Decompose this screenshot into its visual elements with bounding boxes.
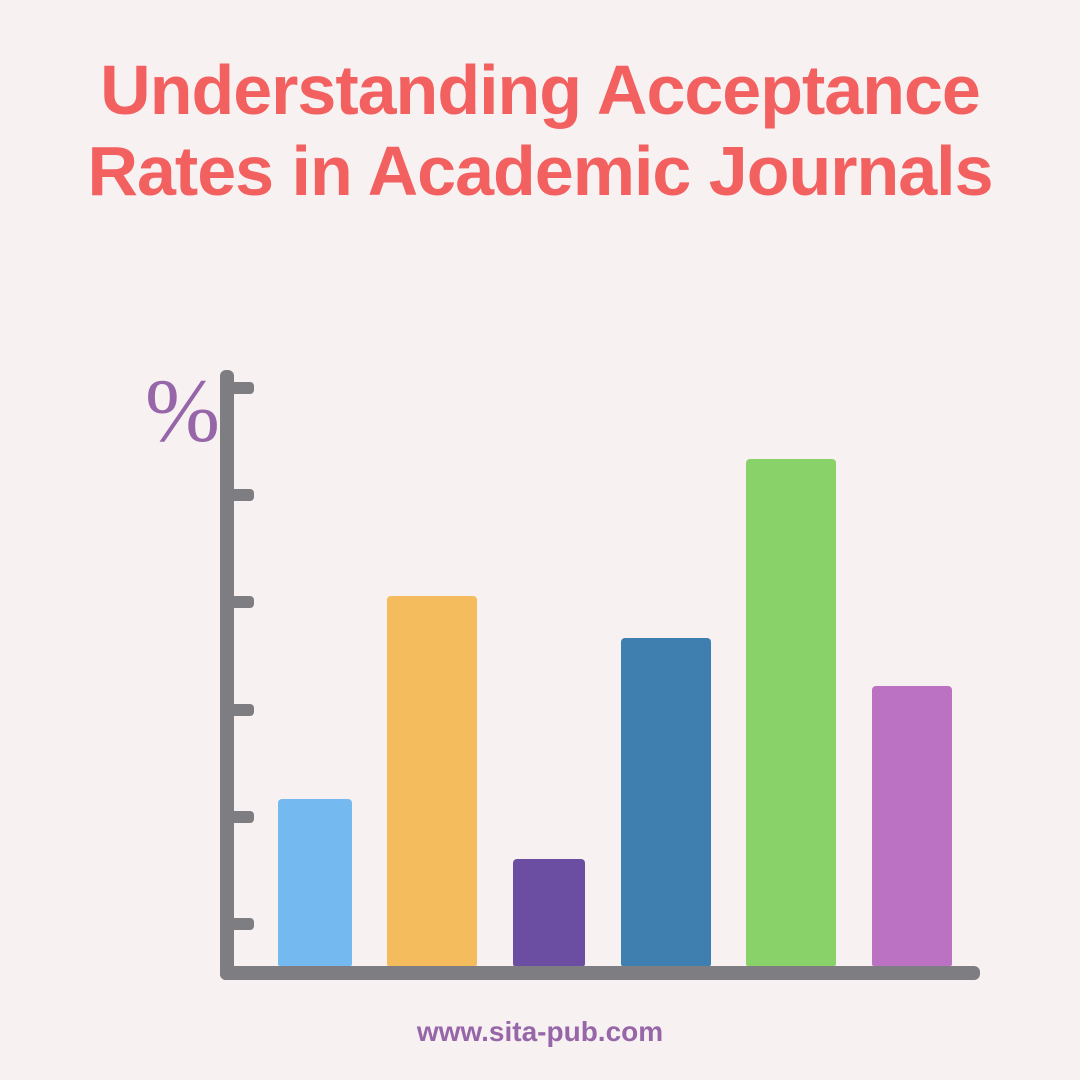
bar <box>278 799 352 966</box>
bars-container <box>250 370 980 966</box>
bar-chart <box>220 370 980 980</box>
y-tick <box>220 489 254 501</box>
chart-plot-area <box>220 370 980 980</box>
footer-url: www.sita-pub.com <box>0 1016 1080 1048</box>
infographic-page: Understanding Acceptance Rates in Academ… <box>0 0 1080 1080</box>
bar <box>387 596 477 966</box>
y-axis <box>220 370 234 980</box>
y-tick <box>220 382 254 394</box>
y-tick <box>220 811 254 823</box>
x-axis <box>220 966 980 980</box>
page-title: Understanding Acceptance Rates in Academ… <box>0 50 1080 211</box>
y-tick <box>220 704 254 716</box>
percent-icon: % <box>145 360 220 463</box>
bar <box>872 686 952 966</box>
bar <box>746 459 836 966</box>
y-tick <box>220 596 254 608</box>
bar <box>513 859 585 966</box>
y-tick <box>220 918 254 930</box>
bar <box>621 638 711 966</box>
